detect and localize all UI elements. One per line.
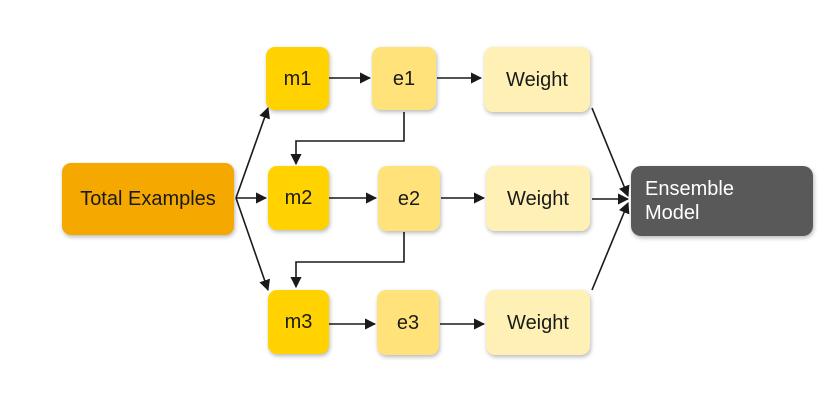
node-m1: m1 [266, 47, 329, 110]
edge-weight3-to-ensemble [591, 201, 630, 291]
node-weight-1: Weight [484, 47, 590, 112]
edge-e1-to-m2 [290, 112, 405, 166]
node-e1: e1 [372, 47, 436, 110]
node-e3: e3 [377, 290, 439, 355]
edge-total-to-m1 [235, 106, 270, 199]
node-weight-3: Weight [486, 290, 590, 355]
edge-total-to-m3 [235, 197, 270, 292]
node-m2: m2 [268, 166, 329, 230]
edge-weight1-to-ensemble [591, 107, 630, 198]
node-e2: e2 [378, 166, 440, 231]
node-weight-2: Weight [486, 166, 590, 231]
node-total-examples: Total Examples [62, 163, 234, 235]
edge-e2-to-m3 [290, 232, 405, 289]
node-ensemble-model: Ensemble Model [631, 166, 813, 236]
node-m3: m3 [268, 290, 329, 354]
